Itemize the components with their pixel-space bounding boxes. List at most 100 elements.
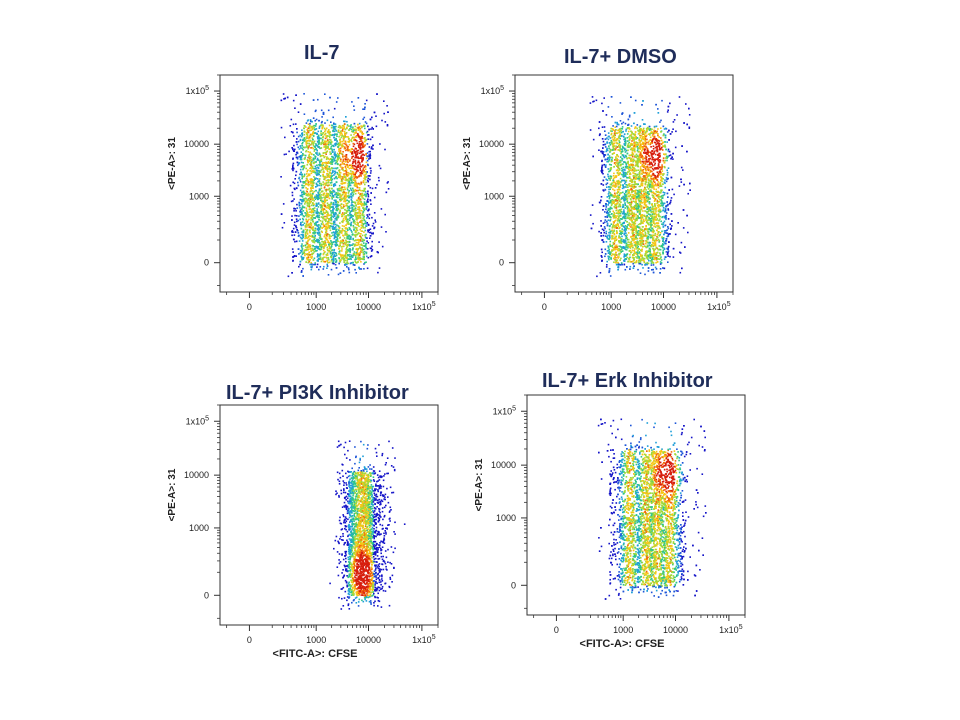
data-point [310, 217, 313, 219]
data-point [308, 246, 311, 248]
data-point [325, 229, 328, 231]
data-point [317, 225, 319, 228]
data-point [349, 179, 351, 181]
data-point [318, 119, 320, 122]
data-point [309, 259, 311, 261]
data-point [342, 213, 344, 216]
data-point [315, 221, 317, 224]
data-point [349, 248, 351, 250]
data-point [367, 229, 369, 231]
data-point [335, 230, 337, 232]
data-point [344, 179, 346, 181]
data-point [349, 184, 352, 187]
data-point [355, 252, 358, 254]
data-point [308, 126, 310, 128]
data-point [301, 258, 303, 261]
data-point [329, 251, 332, 253]
data-point [373, 111, 376, 114]
data-point [364, 174, 367, 176]
data-point [341, 191, 344, 194]
data-point [332, 116, 334, 119]
data-point [312, 204, 315, 207]
data-point [371, 126, 373, 129]
data-point [330, 268, 333, 271]
data-point [302, 275, 304, 277]
data-point [322, 181, 324, 183]
data-point [341, 146, 343, 148]
data-point [340, 197, 343, 200]
data-point [362, 211, 365, 213]
data-point [362, 223, 365, 226]
data-point [318, 237, 321, 239]
data-point [293, 198, 295, 200]
data-point [357, 161, 360, 163]
data-point [381, 119, 383, 122]
data-point [341, 257, 343, 260]
data-point [361, 196, 363, 198]
data-point [360, 261, 362, 263]
data-point [326, 119, 329, 122]
data-point [332, 160, 334, 163]
data-point [314, 198, 317, 200]
data-point [305, 187, 307, 189]
data-point [305, 122, 308, 124]
data-point [309, 190, 312, 193]
data-point [301, 217, 304, 220]
data-point [319, 175, 322, 177]
data-point [345, 116, 347, 118]
data-point [346, 241, 349, 243]
data-point [338, 174, 340, 177]
data-point [325, 182, 328, 184]
data-point [301, 243, 303, 245]
data-point [303, 250, 306, 252]
data-point [310, 193, 312, 195]
data-point [365, 201, 368, 204]
data-point [319, 256, 322, 259]
data-point [323, 208, 325, 210]
data-point [320, 223, 323, 225]
data-point [320, 206, 322, 209]
data-point [309, 248, 312, 250]
data-point [385, 191, 388, 194]
data-point [301, 257, 303, 259]
data-point [366, 163, 369, 166]
data-point [348, 180, 351, 183]
data-point [306, 224, 308, 226]
data-point [370, 128, 372, 130]
data-point [343, 197, 345, 199]
data-point [338, 149, 341, 151]
data-point [357, 152, 359, 154]
data-point [294, 188, 296, 191]
data-point [326, 169, 328, 171]
data-point [358, 144, 360, 147]
data-point [312, 193, 314, 195]
data-point [343, 191, 345, 193]
data-point [320, 204, 323, 206]
data-point [332, 228, 334, 230]
data-point [316, 256, 319, 258]
data-point [335, 203, 337, 205]
data-point [305, 141, 308, 144]
data-point [335, 161, 337, 164]
data-point [289, 184, 292, 187]
data-point [312, 245, 314, 247]
data-point [360, 268, 363, 270]
data-point [333, 207, 335, 210]
data-point [317, 254, 319, 257]
data-point [347, 183, 349, 185]
data-point [384, 213, 386, 216]
data-point [326, 263, 328, 266]
data-point [319, 155, 322, 157]
data-point [325, 254, 328, 256]
data-point [331, 187, 333, 190]
data-point [290, 131, 293, 133]
data-point [310, 257, 313, 259]
data-point [303, 137, 306, 139]
data-point [338, 132, 341, 134]
data-point [357, 189, 359, 192]
data-point [307, 255, 310, 257]
data-point [337, 240, 339, 242]
data-point [375, 115, 377, 117]
data-point [328, 204, 331, 206]
data-point [363, 171, 365, 174]
